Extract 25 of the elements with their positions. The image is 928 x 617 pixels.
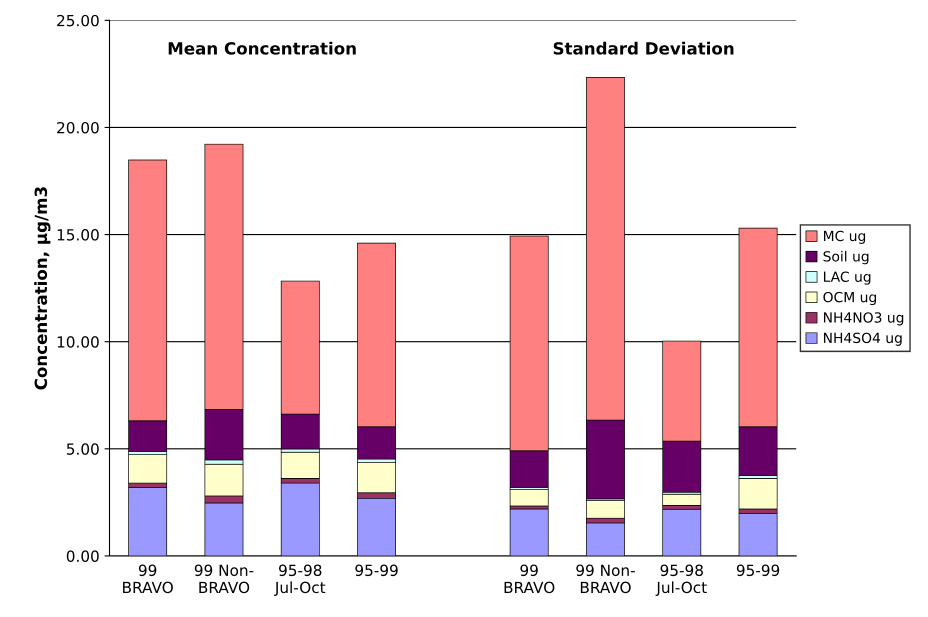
legend-label: NH4SO4 ug: [824, 332, 902, 346]
y-axis-title: Concentration, µg/m3: [34, 187, 50, 390]
bar: [662, 494, 702, 506]
y-tick-label: 5.00: [66, 443, 99, 455]
x-tick-label: 95-99: [736, 564, 780, 576]
legend-label: LAC ug: [824, 271, 870, 285]
y-tick-label: 20.00: [57, 122, 99, 134]
y-tick-label: 10.00: [58, 336, 99, 348]
x-tick-label: 95-99: [355, 564, 398, 576]
legend-label: MC ug: [824, 230, 866, 244]
y-tick-label: 0.00: [66, 550, 99, 562]
annotation: Mean Concentration: [168, 42, 356, 55]
annotation: Standard Deviation: [554, 42, 734, 55]
bar: [510, 488, 549, 506]
y-tick-label: 25.00: [57, 14, 99, 26]
legend-label: NH4NO3 ug: [824, 312, 904, 326]
legend-label: Soil ug: [824, 250, 868, 264]
x-tick-label: 99 Non- BRAVO: [194, 564, 254, 594]
x-tick-label: 95-98 Jul-Oct: [656, 564, 707, 596]
legend-label: OCM ug: [823, 292, 876, 306]
x-tick-label: 99 BRAVO: [123, 564, 173, 594]
x-tick-label: 95-98 Jul-Oct: [274, 564, 326, 596]
x-tick-label: 99 BRAVO: [504, 564, 554, 594]
y-tick-label: 15.00: [58, 229, 99, 241]
x-tick-label: 99 Non- BRAVO: [576, 564, 635, 594]
